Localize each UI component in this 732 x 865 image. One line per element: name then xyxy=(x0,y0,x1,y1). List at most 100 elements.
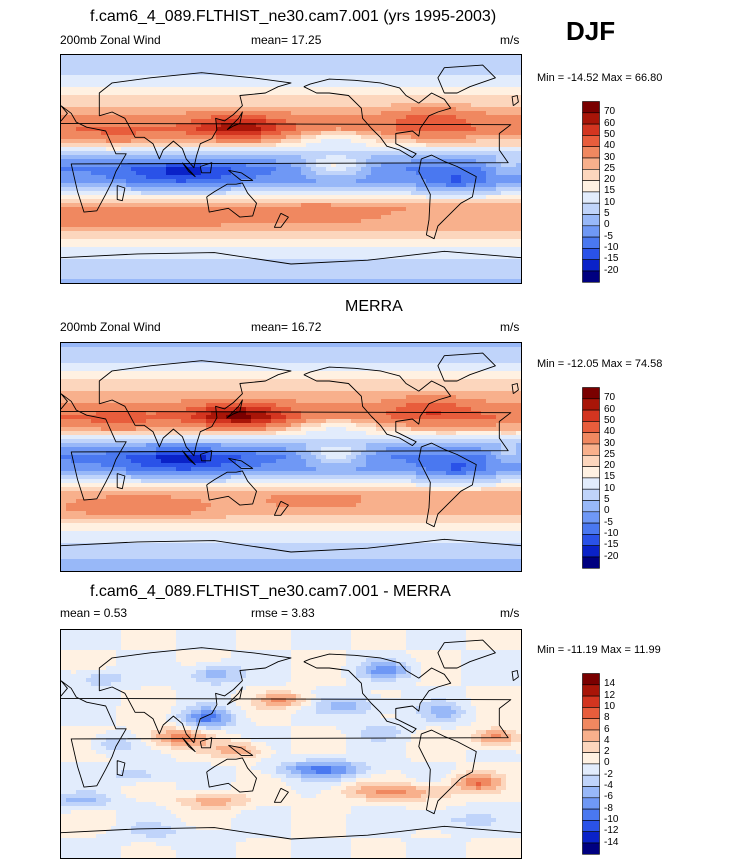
field-cell xyxy=(301,247,307,252)
field-cell xyxy=(101,107,107,112)
field-cell xyxy=(86,147,92,152)
field-cell xyxy=(301,231,307,236)
field-cell xyxy=(386,251,392,256)
field-cell xyxy=(276,227,282,232)
field-cell xyxy=(86,243,92,248)
field-cell xyxy=(506,163,512,168)
field-cell xyxy=(126,227,132,232)
field-cell xyxy=(491,171,497,176)
field-cell xyxy=(146,239,152,244)
field-cell xyxy=(86,187,92,192)
field-cell xyxy=(441,255,447,260)
field-cell xyxy=(196,95,202,100)
field-cell xyxy=(251,207,257,212)
field-cell xyxy=(231,75,237,80)
field-cell xyxy=(366,235,372,240)
field-cell xyxy=(181,111,187,116)
field-cell xyxy=(401,107,407,112)
field-cell xyxy=(436,231,442,236)
field-cell xyxy=(456,59,462,64)
field-cell xyxy=(286,255,292,260)
field-cell xyxy=(186,95,192,100)
field-cell xyxy=(301,71,307,76)
field-cell xyxy=(146,87,152,92)
field-cell xyxy=(486,211,492,216)
field-cell xyxy=(351,199,357,204)
field-cell xyxy=(466,115,472,120)
field-cell xyxy=(466,159,472,164)
field-cell xyxy=(336,231,342,236)
field-cell xyxy=(441,199,447,204)
field-cell xyxy=(101,231,107,236)
field-cell xyxy=(76,183,82,188)
field-cell xyxy=(226,99,232,104)
field-cell xyxy=(371,239,377,244)
field-cell xyxy=(71,175,77,180)
field-cell xyxy=(516,195,521,200)
field-cell xyxy=(221,91,227,96)
field-cell xyxy=(486,239,492,244)
field-cell xyxy=(376,75,382,80)
field-cell xyxy=(436,127,442,132)
field-cell xyxy=(306,267,312,272)
field-cell xyxy=(201,187,207,192)
field-cell xyxy=(376,235,382,240)
field-cell xyxy=(426,95,432,100)
field-cell xyxy=(186,143,192,148)
field-cell xyxy=(376,119,382,124)
field-cell xyxy=(461,155,467,160)
field-cell xyxy=(66,183,72,188)
field-cell xyxy=(141,63,147,68)
field-cell xyxy=(121,147,127,152)
field-cell xyxy=(136,163,142,168)
field-cell xyxy=(216,171,222,176)
field-cell xyxy=(406,243,412,248)
field-cell xyxy=(96,63,102,68)
field-cell xyxy=(91,247,97,252)
field-cell xyxy=(121,215,127,220)
field-cell xyxy=(421,95,427,100)
field-cell xyxy=(406,71,412,76)
field-cell xyxy=(271,175,277,180)
field-cell xyxy=(496,71,502,76)
field-cell xyxy=(276,135,282,140)
field-cell xyxy=(331,99,337,104)
field-cell xyxy=(516,163,521,168)
field-cell xyxy=(271,115,277,120)
field-cell xyxy=(106,243,112,248)
field-cell xyxy=(316,219,322,224)
field-cell xyxy=(506,111,512,116)
field-cell xyxy=(231,67,237,72)
field-cell xyxy=(491,191,497,196)
field-cell xyxy=(371,255,377,260)
field-cell xyxy=(401,151,407,156)
field-cell xyxy=(121,67,127,72)
field-cell xyxy=(481,171,487,176)
field-cell xyxy=(266,55,272,60)
field-cell xyxy=(81,115,87,120)
field-cell xyxy=(81,139,87,144)
field-cell xyxy=(266,203,272,208)
field-cell xyxy=(501,191,507,196)
field-cell xyxy=(251,267,257,272)
field-cell xyxy=(151,255,157,260)
field-cell xyxy=(366,231,372,236)
field-cell xyxy=(86,175,92,180)
field-cell xyxy=(146,63,152,68)
field-cell xyxy=(491,79,497,84)
field-cell xyxy=(356,215,362,220)
field-cell xyxy=(106,255,112,260)
field-cell xyxy=(206,87,212,92)
field-cell xyxy=(121,243,127,248)
field-cell xyxy=(461,235,467,240)
field-cell xyxy=(366,167,372,172)
field-cell xyxy=(296,243,302,248)
field-cell xyxy=(61,123,67,128)
field-cell xyxy=(126,91,132,96)
field-cell xyxy=(331,263,337,268)
field-cell xyxy=(391,259,397,264)
field-cell xyxy=(91,79,97,84)
field-cell xyxy=(461,95,467,100)
field-cell xyxy=(96,55,102,60)
field-cell xyxy=(236,155,242,160)
